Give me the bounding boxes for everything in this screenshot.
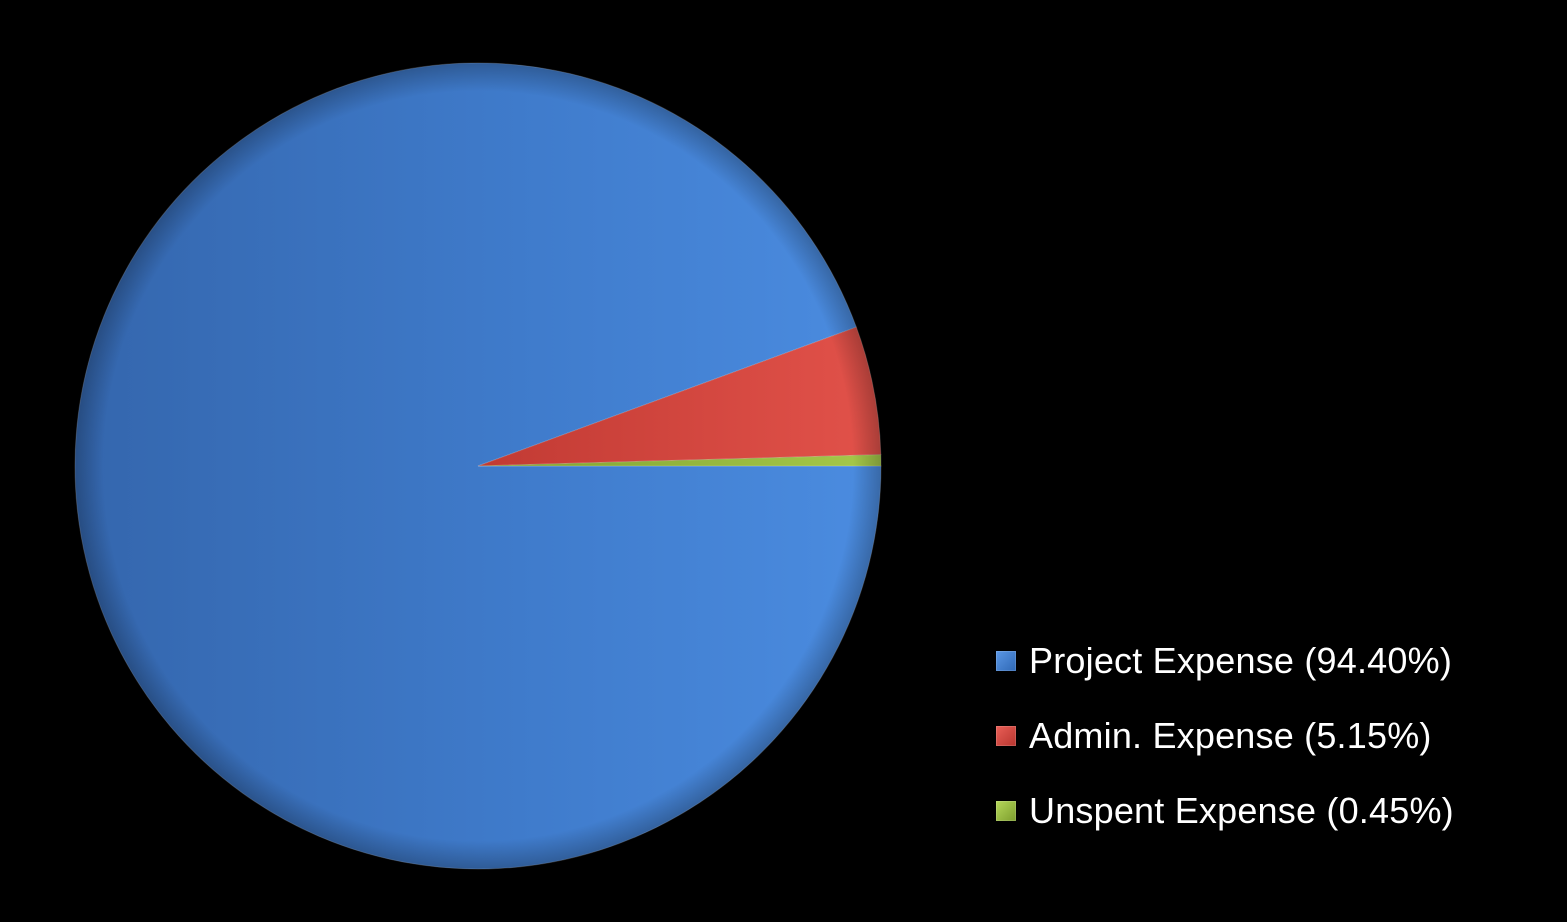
legend-label-project-expense: Project Expense (94.40%) bbox=[1029, 640, 1453, 681]
legend-label-unspent-expense: Unspent Expense (0.45%) bbox=[1029, 790, 1454, 831]
legend-item-admin-expense: Admin. Expense (5.15%) bbox=[996, 711, 1536, 761]
legend-label-admin-expense: Admin. Expense (5.15%) bbox=[1029, 715, 1432, 756]
legend-swatch-admin-expense bbox=[996, 726, 1016, 746]
pie-bevel-shade bbox=[75, 63, 881, 869]
legend-swatch-project-expense bbox=[996, 651, 1016, 671]
legend-item-project-expense: Project Expense (94.40%) bbox=[996, 636, 1536, 686]
legend-item-unspent-expense: Unspent Expense (0.45%) bbox=[996, 786, 1536, 836]
legend-swatch-unspent-expense bbox=[996, 801, 1016, 821]
chart-legend: Project Expense (94.40%) Admin. Expense … bbox=[996, 636, 1536, 861]
